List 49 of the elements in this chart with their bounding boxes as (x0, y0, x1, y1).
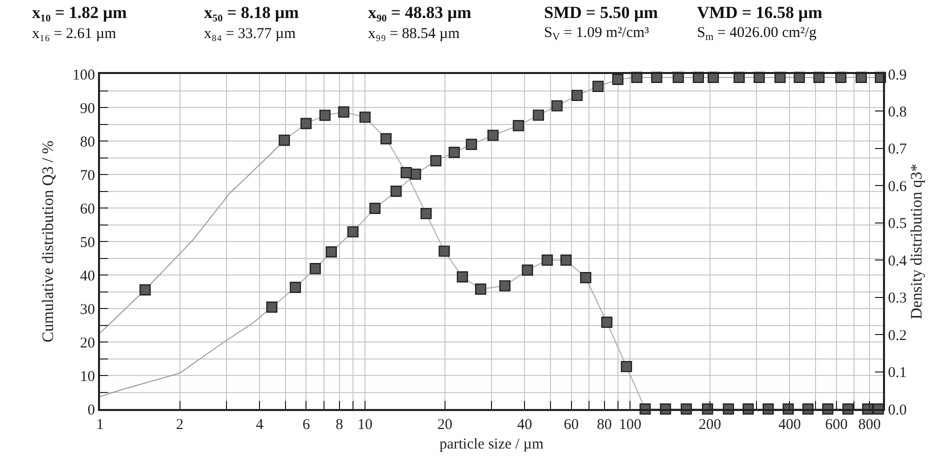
x-tick-label: 10 (358, 417, 373, 433)
y2-tick-label: 0.8 (888, 104, 907, 120)
x-tick-label: 400 (778, 417, 801, 433)
x-tick-label: 6 (302, 417, 310, 433)
y-tick-label: 80 (80, 134, 95, 150)
text: x₅₀ = 8.18 µm (204, 3, 299, 22)
y-tick-label: 60 (80, 201, 95, 218)
y2-tick-label: 0.4 (888, 253, 908, 270)
x-axis-title: particle size / µm (439, 436, 544, 452)
y-tick-label: 50 (80, 234, 95, 251)
y-tick-label: 100 (72, 67, 95, 84)
x-tick-label: 20 (437, 417, 452, 433)
x-tick-label: 200 (698, 417, 722, 433)
y2-tick-label: 0.0 (888, 402, 907, 418)
y-tick-label: 0 (88, 402, 95, 418)
x-tick-label: 1 (96, 417, 104, 433)
x-tick-label: 600 (825, 417, 848, 433)
x-tick-label: 80 (596, 417, 612, 433)
x-tick-label: 4 (256, 417, 264, 433)
text: x₁₀ = 1.82 µm (32, 3, 127, 22)
y2-tick-label: 0.1 (888, 365, 907, 382)
text: SMD = 5.50 µm (544, 3, 658, 22)
text: x₈₄ = 33.77 µm (204, 26, 296, 42)
y-tick-label: 40 (80, 268, 95, 284)
text: S$_{V}$ = 1.09 m²/cm³ (544, 25, 650, 44)
y2-tick-label: 0.6 (888, 178, 908, 195)
text: VMD = 16.58 µm (697, 3, 822, 22)
y-tick-label: 70 (80, 168, 95, 184)
y2-tick-label: 0.2 (888, 328, 907, 344)
text: x₁₆ = 2.61 µm (32, 26, 117, 42)
y2-axis-title: Density distribution q3* (908, 164, 926, 320)
x-tick-label: 40 (517, 417, 532, 433)
text: x₉₀ = 48.83 µm (368, 3, 472, 22)
x-tick-label: 100 (618, 417, 642, 433)
y-tick-label: 90 (80, 100, 95, 117)
x-tick-label: 60 (564, 417, 579, 433)
y2-tick-label: 0.5 (888, 216, 907, 232)
y2-tick-label: 0.9 (888, 67, 907, 84)
text: x₉₉ = 88.54 µm (368, 26, 460, 42)
y-tick-label: 20 (80, 335, 95, 352)
y2-tick-label: 0.7 (888, 142, 908, 158)
y-tick-label: 30 (80, 302, 95, 318)
text: S$_{m}$ = 4026.00 cm²/g (697, 25, 817, 44)
y-tick-label: 10 (80, 368, 95, 385)
x-tick-label: 2 (176, 417, 184, 433)
y2-tick-label: 0.3 (888, 290, 907, 307)
x-tick-label: 8 (336, 417, 344, 433)
x-tick-label: 800 (858, 417, 881, 433)
y-axis-title: Cumulative distribution Q3 / % (40, 140, 57, 342)
